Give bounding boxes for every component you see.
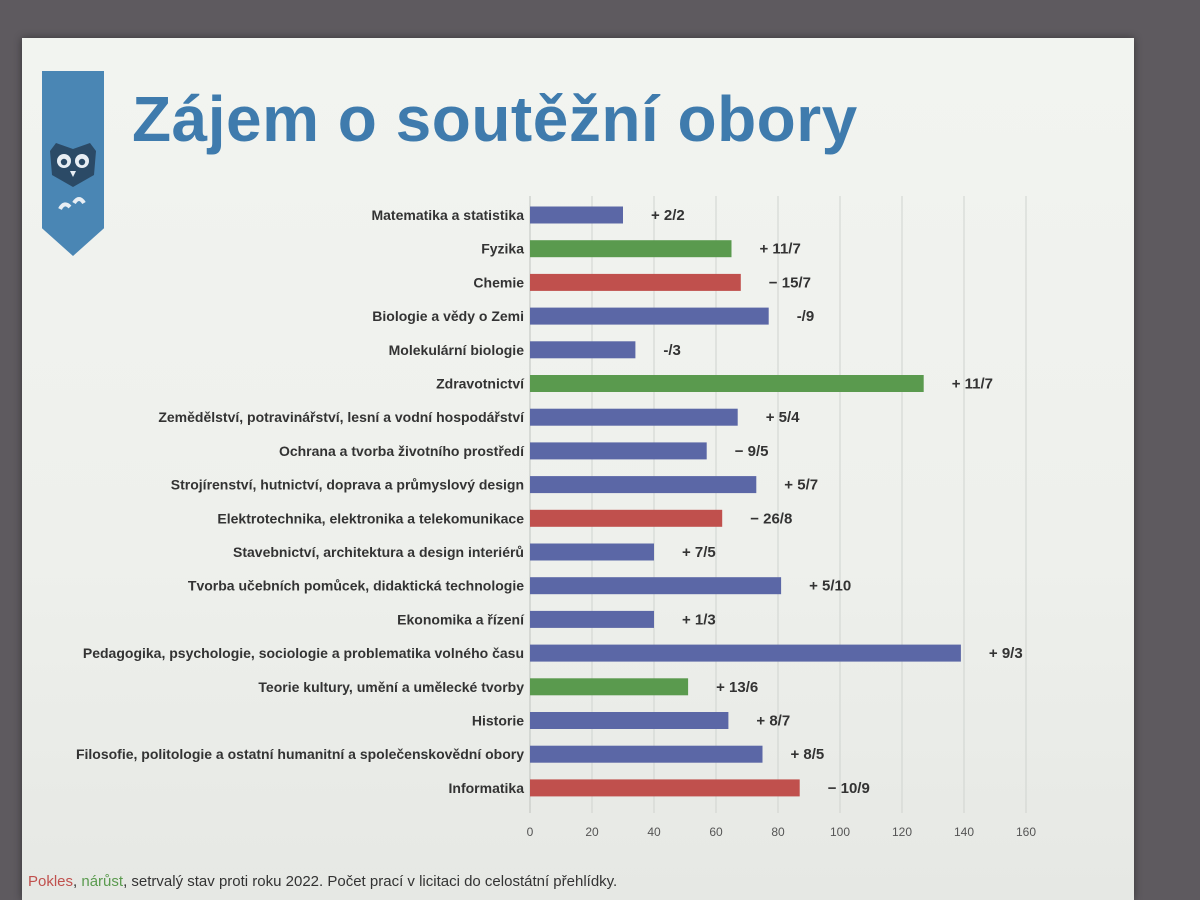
x-tick-label: 160 [1016,825,1036,839]
bar [530,408,738,426]
slide-title: Zájem o soutěžní obory [132,83,858,155]
x-tick-label: 80 [771,825,785,839]
data-label: − 10/9 [828,780,870,797]
bar [530,745,763,763]
bar [530,307,769,325]
data-label: + 2/2 [651,207,685,224]
category-label: Molekulární biologie [389,342,525,358]
category-label: Elektrotechnika, elektronika a telekomun… [217,510,524,526]
category-label: Teorie kultury, umění a umělecké tvorby [258,679,524,695]
category-label: Tvorba učebních pomůcek, didaktická tech… [188,578,524,594]
bar [530,476,757,494]
bar [530,577,782,595]
data-label: + 8/7 [756,713,790,730]
category-label: Pedagogika, psychologie, sociologie a pr… [83,645,524,661]
data-label: -/9 [797,308,815,325]
category-label: Zemědělství, potravinářství, lesní a vod… [158,409,525,425]
bar [530,206,623,224]
category-label: Matematika a statistika [371,207,524,223]
slide: Zájem o soutěžní obory 0 20 40 60 80 100 120 14… [22,38,1134,900]
bar [530,341,636,359]
bar [530,273,741,291]
bar [530,543,654,561]
bar [530,375,924,392]
data-label: + 9/3 [989,645,1023,662]
bar-chart: 0 20 40 60 80 100 120 140 160 Matematika a statis… [76,196,1036,839]
data-label: + 1/3 [682,611,716,628]
x-tick-label: 0 [527,825,534,839]
data-label: + 7/5 [682,544,716,561]
bar [530,610,654,628]
category-label: Stavebnictví, architektura a design inte… [233,544,524,560]
bar [530,779,800,797]
category-label: Ochrana a tvorba životního prostředí [279,443,525,459]
footer-legend: Pokles, nárůst, setrvalý stav proti roku… [28,873,618,890]
category-label: Filosofie, politologie a ostatní humanit… [76,746,524,762]
data-label: + 13/6 [716,679,758,696]
data-label: + 5/4 [766,409,800,426]
category-label: Strojírenství, hutnictví, doprava a prům… [171,477,524,493]
x-tick-label: 140 [954,825,974,839]
bar [530,240,732,258]
category-label: Informatika [449,780,525,796]
owl-icon [50,143,96,210]
bar [530,712,729,729]
data-label: + 8/5 [791,746,825,763]
x-tick-label: 60 [709,825,723,839]
x-tick-label: 20 [585,825,599,839]
category-label: Zdravotnictví [436,376,525,392]
bar [530,509,723,527]
bar [530,644,961,662]
legend-increase: nárůst [81,873,124,890]
data-label: − 9/5 [735,443,769,460]
category-label: Chemie [473,274,524,290]
data-label: + 11/7 [760,241,801,258]
legend-decrease: Pokles [28,873,74,890]
legend-note: Počet prací v licitaci do celostátní pře… [327,873,618,890]
data-label: − 15/7 [769,274,811,291]
category-label: Ekonomika a řízení [397,611,525,627]
data-label: + 5/7 [784,477,818,494]
x-tick-label: 120 [892,825,912,839]
data-label: -/3 [663,342,681,359]
x-tick-label: 100 [830,825,850,839]
legend-steady: setrvalý stav proti roku 2022. [131,873,324,890]
category-label: Fyzika [481,241,524,257]
category-label: Biologie a vědy o Zemi [372,308,524,324]
bar [530,678,689,696]
data-label: − 26/8 [750,510,792,527]
x-tick-label: 40 [647,825,661,839]
data-label: + 11/7 [952,376,993,393]
category-label: Historie [472,713,524,729]
data-label: + 5/10 [809,578,851,595]
bar [530,442,707,460]
